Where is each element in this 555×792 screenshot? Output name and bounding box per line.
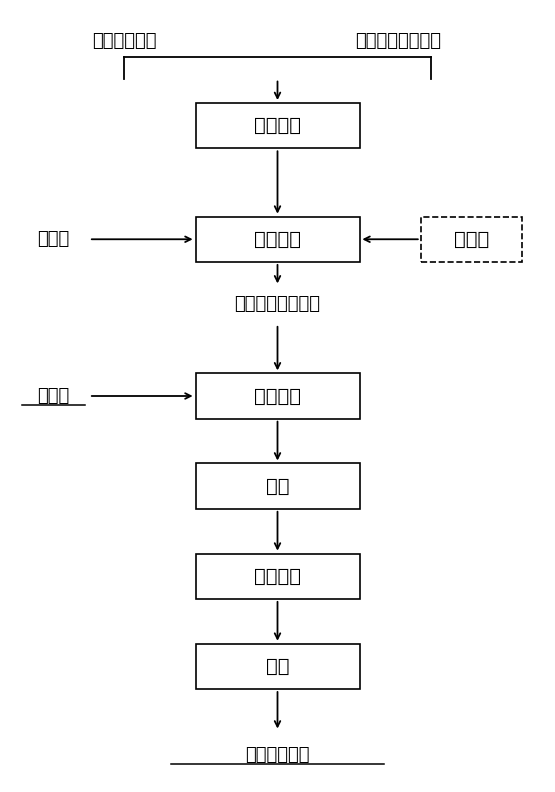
Text: 精炼除钙: 精炼除钙 bbox=[254, 386, 301, 406]
Text: 碱金属卤化物: 碱金属卤化物 bbox=[92, 32, 157, 50]
Text: 钪的卤化物或熔盐: 钪的卤化物或熔盐 bbox=[355, 32, 441, 50]
Text: 熔铸: 熔铸 bbox=[266, 477, 289, 496]
Text: 金属钙: 金属钙 bbox=[37, 230, 69, 248]
Text: 混合融化: 混合融化 bbox=[254, 116, 301, 135]
Bar bbox=[195, 644, 360, 689]
Bar bbox=[421, 216, 522, 262]
Bar bbox=[195, 216, 360, 262]
Bar bbox=[195, 103, 360, 148]
Bar bbox=[195, 463, 360, 508]
Bar bbox=[195, 373, 360, 419]
Bar bbox=[195, 554, 360, 599]
Text: 金属铝: 金属铝 bbox=[454, 230, 489, 249]
Text: 偏析处理: 偏析处理 bbox=[254, 567, 301, 586]
Text: 水浸: 水浸 bbox=[266, 657, 289, 676]
Text: 还原熔炼: 还原熔炼 bbox=[254, 230, 301, 249]
Text: 铝钪中间合金: 铝钪中间合金 bbox=[245, 746, 310, 764]
Text: 精炼剂: 精炼剂 bbox=[37, 387, 69, 405]
Text: 含钙铝钪中间合金: 含钙铝钪中间合金 bbox=[235, 295, 320, 313]
